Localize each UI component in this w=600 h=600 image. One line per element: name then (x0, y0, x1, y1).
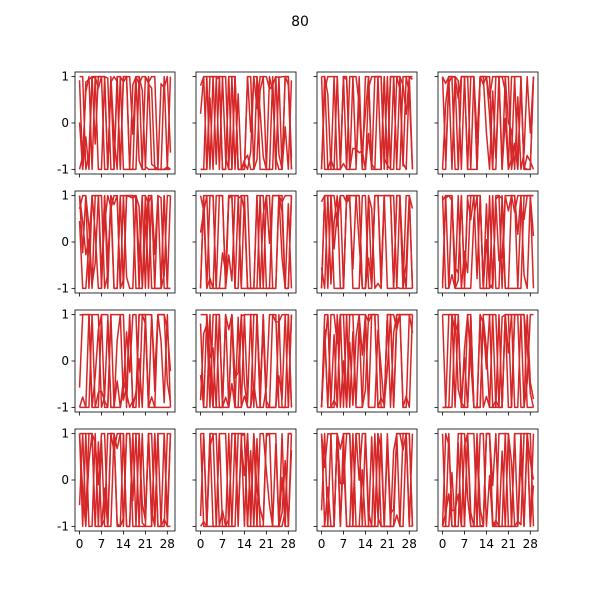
y-tick-label: 1 (61, 70, 69, 84)
x-tick-label: 28 (402, 537, 417, 551)
y-tick-label: -1 (57, 400, 69, 414)
y-tick-label: -1 (57, 519, 69, 533)
x-tick-label: 14 (116, 537, 131, 551)
x-tick-label: 21 (138, 537, 153, 551)
x-tick-label: 14 (237, 537, 252, 551)
y-tick-label: -1 (57, 162, 69, 176)
y-tick-label: 0 (61, 235, 69, 249)
x-tick-label: 7 (461, 537, 469, 551)
x-tick-label: 21 (501, 537, 516, 551)
x-tick-label: 7 (219, 537, 227, 551)
y-tick-label: 0 (61, 354, 69, 368)
x-tick-label: 28 (160, 537, 175, 551)
x-tick-label: 0 (439, 537, 447, 551)
x-tick-label: 21 (259, 537, 274, 551)
x-tick-label: 0 (318, 537, 326, 551)
x-tick-label: 21 (380, 537, 395, 551)
x-tick-label: 28 (523, 537, 538, 551)
figure-title: 80 (291, 14, 309, 30)
x-tick-label: 7 (340, 537, 348, 551)
y-tick-label: 1 (61, 308, 69, 322)
x-tick-label: 0 (197, 537, 205, 551)
x-tick-label: 14 (358, 537, 373, 551)
x-tick-label: 14 (479, 537, 494, 551)
y-tick-label: -1 (57, 281, 69, 295)
y-tick-label: 0 (61, 116, 69, 130)
y-tick-label: 1 (61, 427, 69, 441)
x-tick-label: 28 (281, 537, 296, 551)
y-tick-label: 0 (61, 473, 69, 487)
x-tick-label: 7 (98, 537, 106, 551)
y-tick-label: 1 (61, 189, 69, 203)
x-tick-label: 0 (76, 537, 84, 551)
